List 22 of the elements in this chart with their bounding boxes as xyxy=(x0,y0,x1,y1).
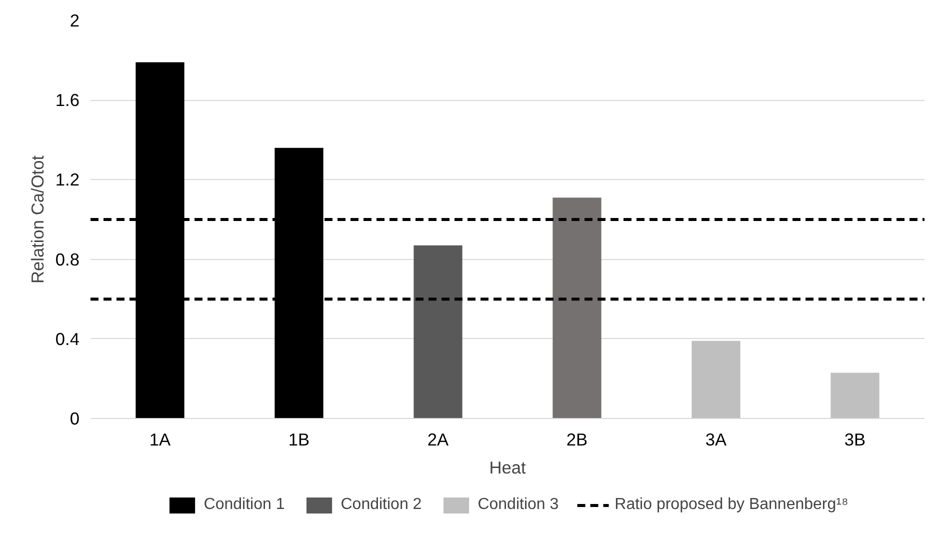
x-axis-title: Heat xyxy=(489,458,526,478)
legend-label: Condition 2 xyxy=(340,496,422,514)
x-tick-label: 3B xyxy=(844,430,866,450)
legend-label: Condition 3 xyxy=(478,496,559,514)
x-tick-label: 3A xyxy=(705,430,728,450)
bar xyxy=(830,372,880,418)
legend-label: Condition 1 xyxy=(204,496,285,514)
y-axis-title: Relation Ca/Otot xyxy=(27,155,48,284)
y-tick-label: 0 xyxy=(70,408,80,428)
x-tick-label: 2B xyxy=(566,430,588,450)
y-tick-label: 0.8 xyxy=(55,249,80,270)
bar xyxy=(414,245,462,418)
x-tick-label: 1A xyxy=(149,430,172,450)
y-tick-label: 0.4 xyxy=(55,328,80,349)
x-tick-label: 2A xyxy=(427,430,450,450)
bar xyxy=(552,198,602,418)
bar xyxy=(692,340,740,418)
y-tick-label: 2 xyxy=(70,10,80,30)
x-tick-label: 1B xyxy=(288,430,310,450)
legend-label: Ratio proposed by Bannenberg¹⁸ xyxy=(614,496,848,514)
y-tick-label: 1.2 xyxy=(55,170,80,190)
y-tick-label: 1.6 xyxy=(55,90,80,110)
